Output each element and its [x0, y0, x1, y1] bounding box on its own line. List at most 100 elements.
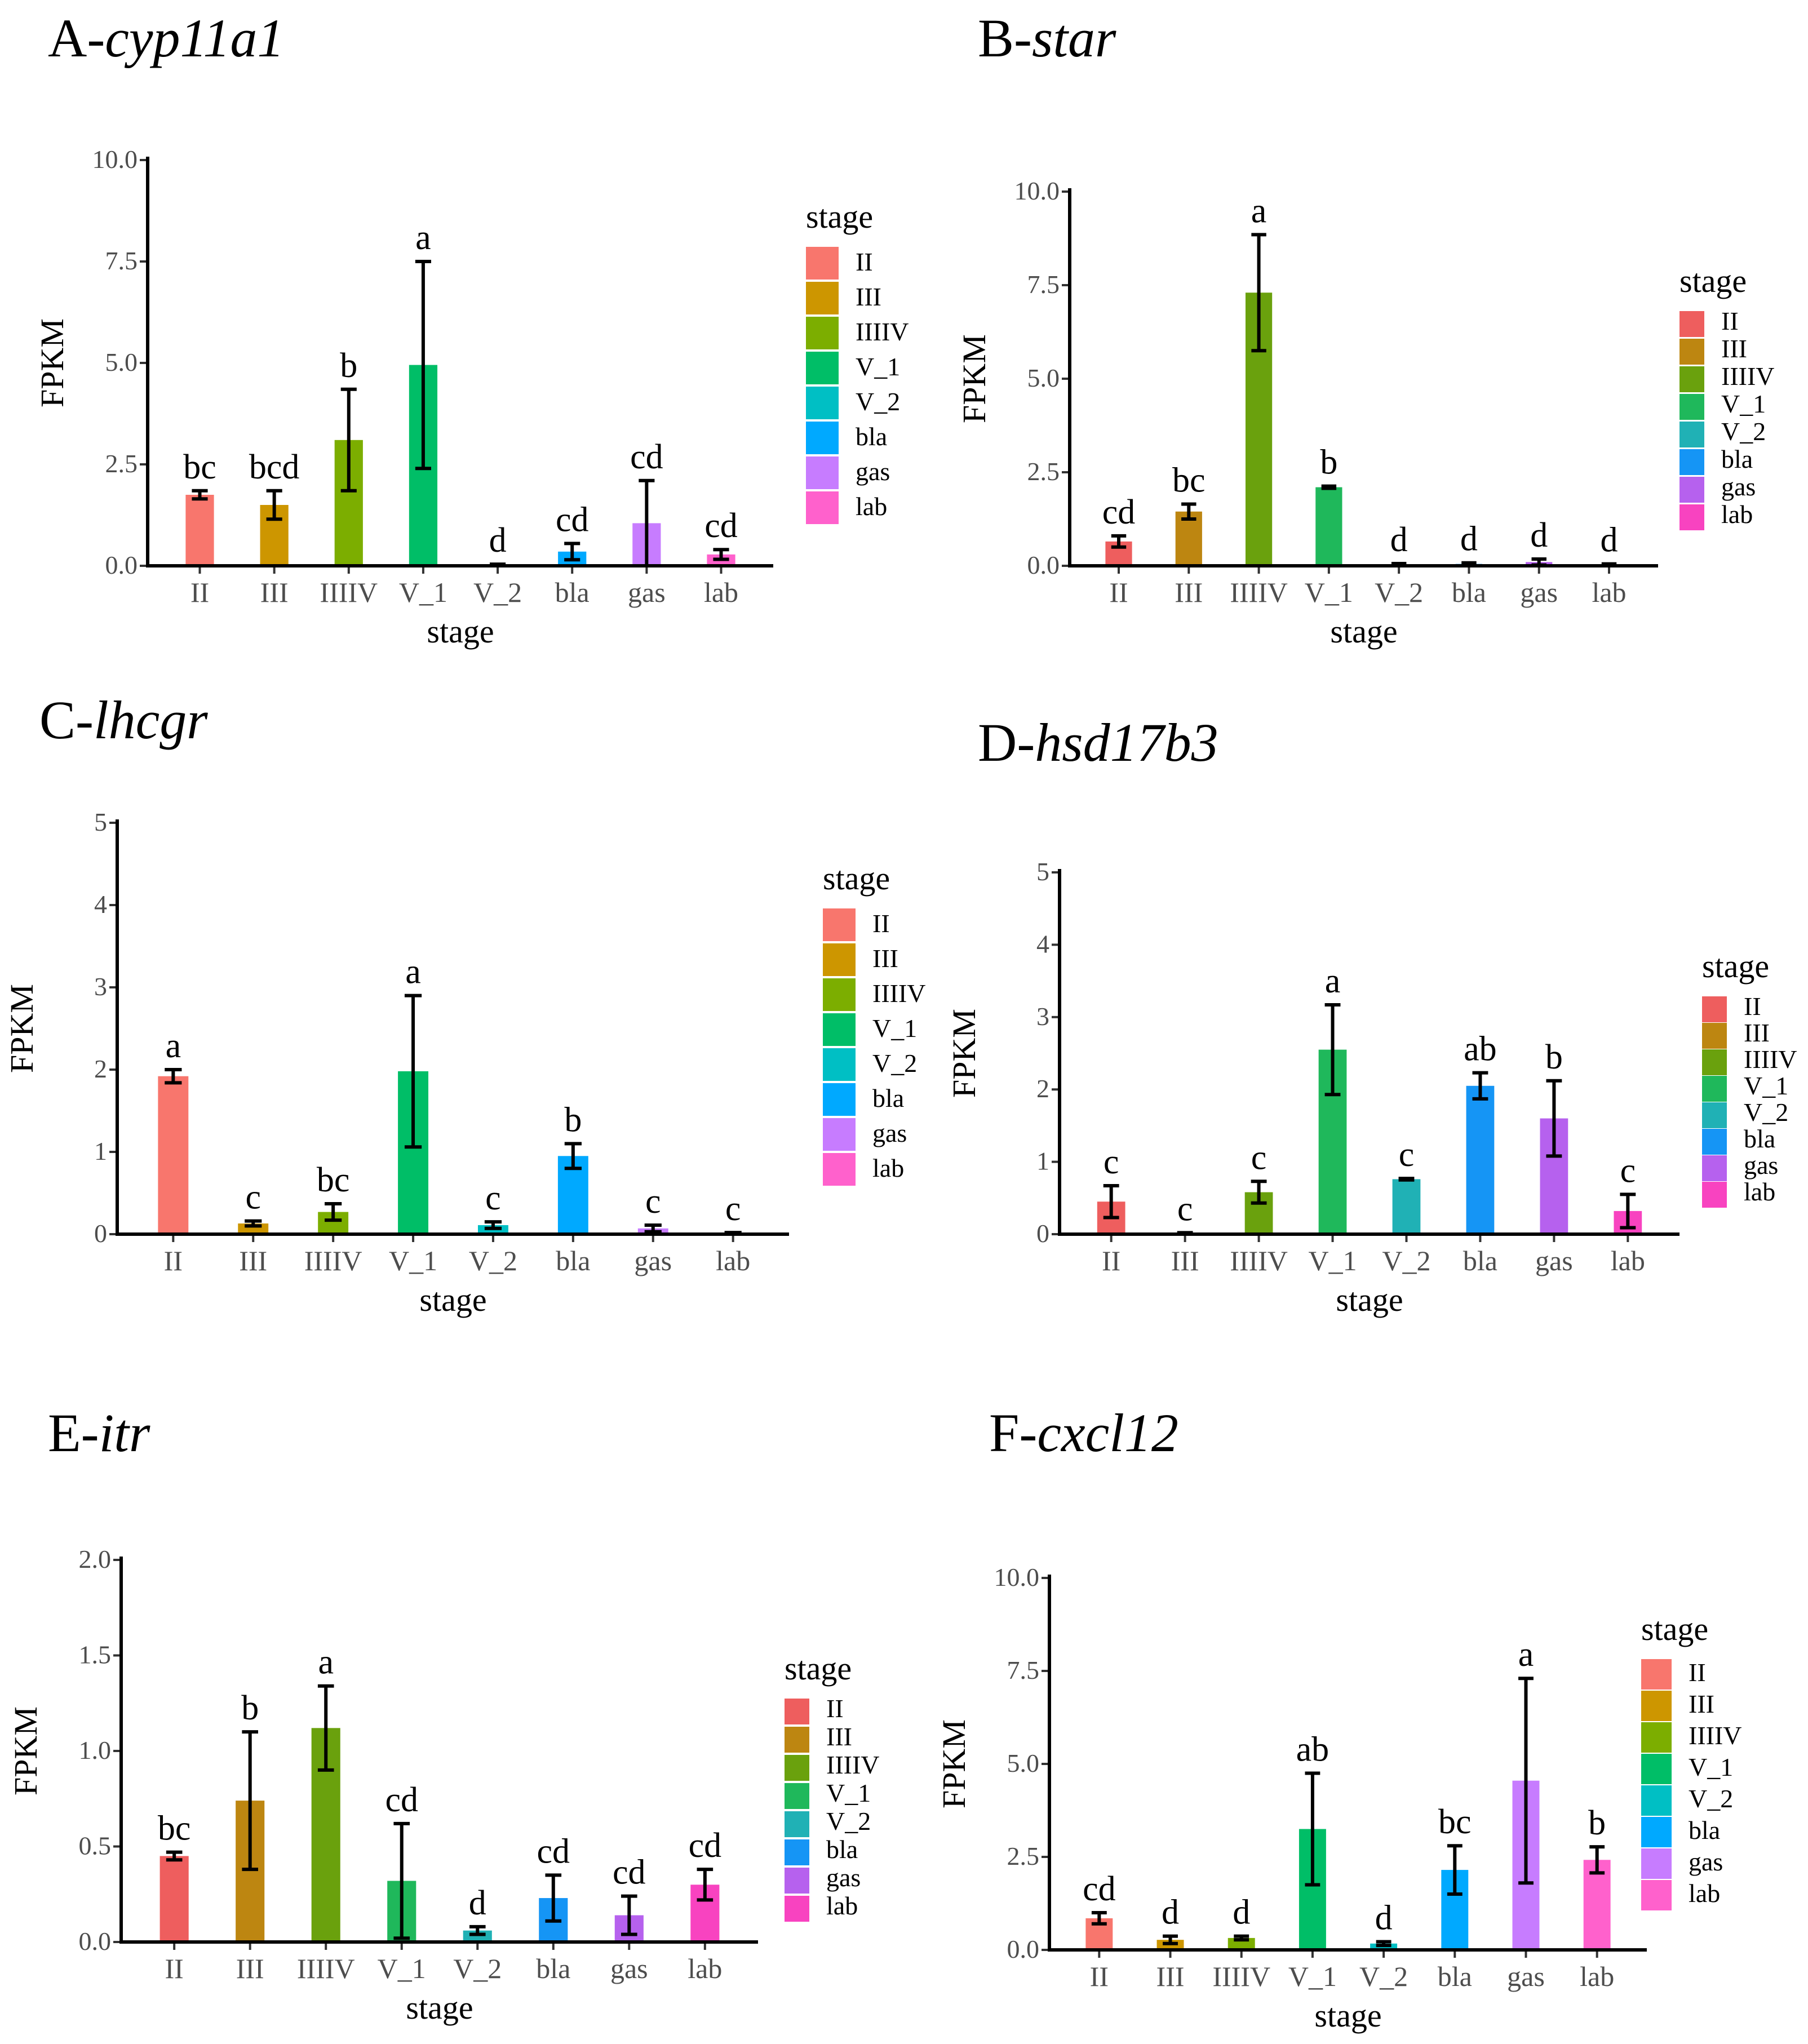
legend-label: IIIIV [1689, 1721, 1742, 1750]
x-tick-label: IIIIV [304, 1245, 362, 1276]
legend-swatch-III [1641, 1691, 1672, 1721]
legend-title: stage [1680, 263, 1747, 299]
x-tick-label: lab [1611, 1245, 1645, 1276]
gene-name: hsd17b3 [1035, 712, 1218, 773]
y-tick-label: 0.0 [1027, 551, 1060, 579]
significance-label: cd [385, 1781, 418, 1819]
x-tick-label: V_2 [1375, 577, 1423, 608]
x-tick-label: IIIIV [320, 577, 378, 608]
legend-label: III [872, 944, 898, 973]
legend-swatch-IIIIV [823, 978, 856, 1011]
significance-label: c [245, 1178, 261, 1217]
x-tick-label: gas [634, 1245, 672, 1276]
legend-swatch-gas [1641, 1848, 1672, 1879]
y-tick-label: 5.0 [1007, 1749, 1040, 1777]
significance-label: ab [1464, 1030, 1497, 1068]
legend-swatch-II [1702, 996, 1727, 1022]
legend-swatch-gas [1702, 1155, 1727, 1181]
legend-title: stage [785, 1650, 852, 1687]
x-tick-label: V_1 [399, 577, 447, 608]
legend-swatch-bla [785, 1839, 809, 1865]
legend-swatch-V_1 [1680, 394, 1704, 420]
legend-title: stage [1641, 1611, 1708, 1647]
x-tick-label: III [1171, 1245, 1199, 1276]
error-bar [1518, 1677, 1534, 1885]
significance-label: d [1390, 521, 1408, 559]
legend-swatch-III [806, 282, 839, 314]
legend-label: bla [1721, 445, 1753, 473]
x-tick-label: lab [1580, 1961, 1614, 1992]
x-tick-label: bla [1463, 1245, 1497, 1276]
x-tick-label: V_1 [389, 1245, 437, 1276]
y-tick-label: 3 [94, 972, 107, 1001]
significance-label: c [1399, 1136, 1415, 1174]
legend-label: III [1689, 1690, 1714, 1718]
significance-label: b [340, 347, 357, 385]
panel-letter: D- [978, 712, 1035, 773]
y-tick-label: 2.5 [1027, 457, 1060, 486]
significance-label: b [1588, 1804, 1606, 1842]
legend-label: V_1 [1721, 389, 1766, 418]
significance-label: c [1251, 1138, 1267, 1177]
x-tick-label: bla [536, 1953, 570, 1984]
x-axis-title: stage [406, 1989, 473, 2026]
x-tick-label: III [260, 577, 289, 608]
significance-label: d [1601, 521, 1618, 560]
panel-letter: A- [48, 8, 105, 68]
significance-label: cd [1083, 1870, 1116, 1908]
panel-title: B-star [978, 8, 1116, 68]
x-axis-title: stage [419, 1282, 486, 1318]
x-tick-label: IIIIV [1230, 1245, 1288, 1276]
legend-label: gas [1689, 1847, 1723, 1876]
x-tick-label: V_1 [1308, 1245, 1357, 1276]
significance-label: b [564, 1101, 582, 1139]
x-tick-label: lab [688, 1953, 722, 1984]
x-tick-label: V_2 [469, 1245, 517, 1276]
significance-label: d [1375, 1899, 1393, 1937]
legend-label: V_2 [1721, 417, 1766, 446]
error-bar [644, 1223, 662, 1234]
x-tick-label: IIIIV [1230, 577, 1288, 608]
legend-swatch-lab [1680, 504, 1704, 530]
legend-swatch-IIIIV [1680, 366, 1704, 392]
legend-swatch-gas [806, 456, 839, 489]
legend-label: V_2 [856, 387, 900, 416]
significance-label: a [166, 1027, 181, 1065]
error-bar [697, 1868, 714, 1902]
legend-label: bla [826, 1835, 858, 1864]
error-bar [166, 1850, 183, 1862]
panel-A: A-cyp11a10.02.55.07.510.0bcIIbcdIIIbIIII… [34, 8, 909, 650]
x-tick-label: V_2 [1382, 1245, 1430, 1276]
legend-title: stage [823, 860, 890, 897]
legend-swatch-III [785, 1727, 809, 1753]
panel-title: C-lhcgr [39, 690, 208, 750]
error-bar [1321, 484, 1337, 490]
legend-label: gas [872, 1119, 907, 1147]
legend-swatch-III [1680, 339, 1704, 365]
y-tick-label: 1 [1036, 1147, 1049, 1176]
legend-label: lab [1744, 1177, 1775, 1206]
error-bar [621, 1894, 637, 1936]
significance-label: c [485, 1179, 501, 1217]
error-bar [1091, 1911, 1107, 1926]
significance-label: b [1320, 444, 1337, 482]
y-tick-label: 7.5 [1027, 270, 1060, 299]
legend-swatch-V_2 [1702, 1102, 1727, 1128]
error-bar [242, 1730, 259, 1872]
legend-swatch-IIIIV [1702, 1049, 1727, 1075]
panel-title: D-hsd17b3 [978, 712, 1218, 773]
legend-label: II [1721, 307, 1739, 335]
bar-II [185, 495, 214, 566]
significance-label: d [489, 521, 507, 560]
y-tick-label: 2 [1036, 1074, 1049, 1103]
legend-label: gas [1721, 472, 1756, 501]
legend-label: gas [1744, 1151, 1778, 1180]
y-tick-label: 4 [94, 890, 107, 919]
panel-C: C-lhcgr012345aIIcIIIbcIIIIVaV_1cV_2bblac… [3, 690, 926, 1318]
y-tick-label: 0.0 [1007, 1935, 1040, 1963]
y-tick-label: 1.5 [79, 1640, 112, 1669]
significance-label: c [1177, 1190, 1193, 1228]
legend-swatch-IIIIV [806, 317, 839, 349]
